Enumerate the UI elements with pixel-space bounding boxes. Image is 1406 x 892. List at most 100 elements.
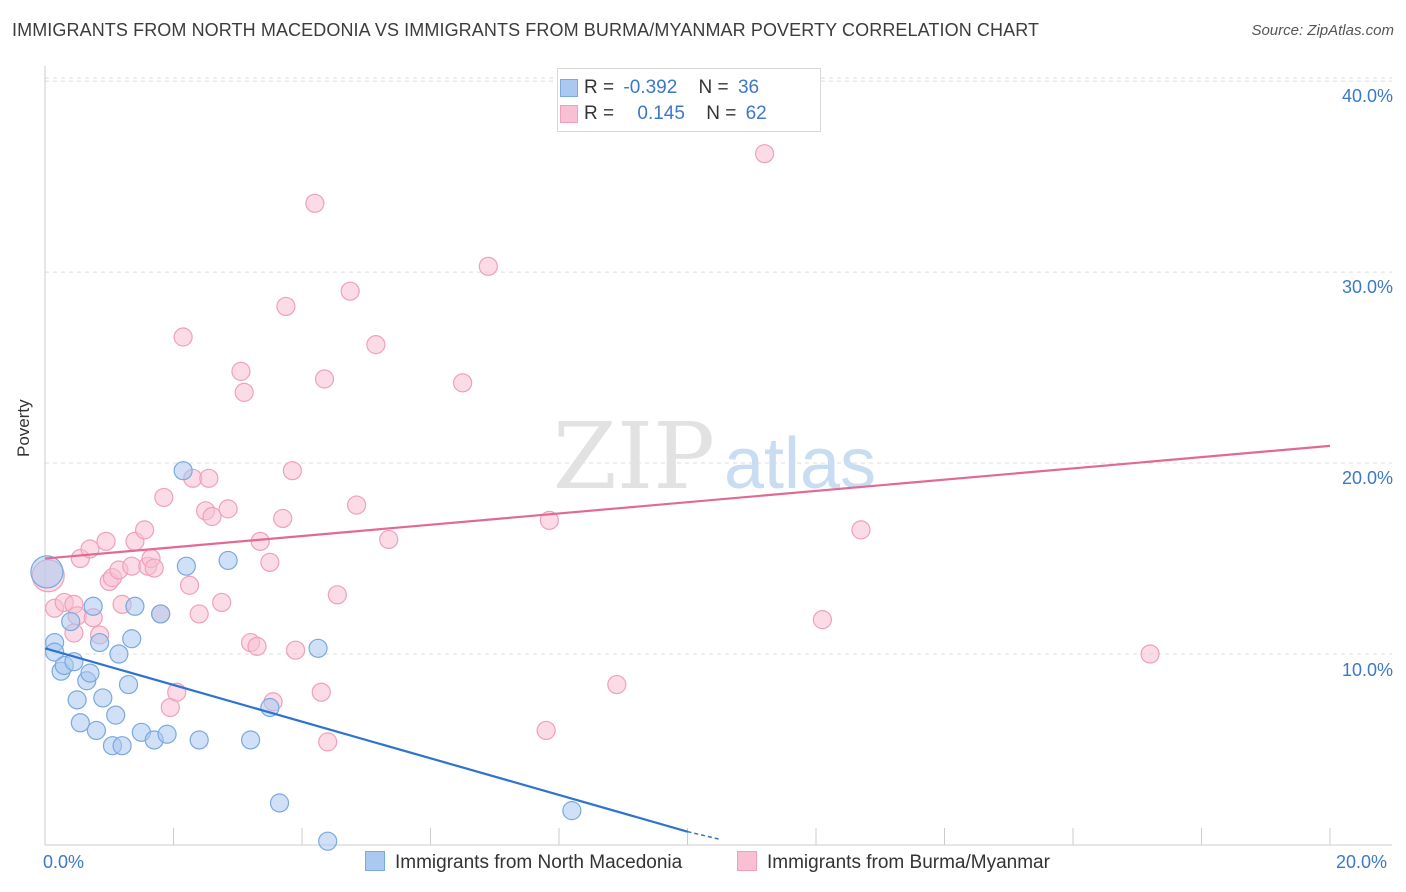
x-tick-label-min: 0.0% <box>43 852 85 872</box>
macedonia-point <box>86 720 107 741</box>
macedonia-point <box>112 736 132 756</box>
burma-point <box>539 510 559 530</box>
y-tick-label-10: 10.0% <box>1341 660 1393 680</box>
macedonia-point <box>562 801 582 821</box>
burma-point <box>1140 644 1160 664</box>
burma-point <box>247 636 267 656</box>
y-tick-label-30: 30.0% <box>1341 277 1393 297</box>
x-tick-label-max: 20.0% <box>1336 852 1388 872</box>
n-label: N = <box>706 103 737 124</box>
macedonia-point <box>61 611 81 632</box>
legend-label-macedonia: Immigrants from North Macedonia <box>395 852 683 873</box>
burma-point <box>250 531 270 551</box>
macedonia-point <box>269 793 290 813</box>
legend-label-burma: Immigrants from Burma/Myanmar <box>767 852 1050 873</box>
macedonia-point <box>70 713 90 733</box>
burma-point <box>282 461 302 481</box>
burma-point <box>154 487 174 508</box>
n-label: N = <box>698 77 729 98</box>
macedonia-point <box>30 555 64 589</box>
burma-point <box>347 495 367 515</box>
legend-item-burma[interactable]: Immigrants from Burma/Myanmar <box>737 851 1050 879</box>
burma-point <box>305 193 325 213</box>
burma-point <box>96 531 116 551</box>
n-value-burma: 62 <box>745 103 767 124</box>
macedonia-point <box>157 724 177 744</box>
trend-line-macedonia-extension <box>687 830 720 841</box>
burma-point <box>478 256 498 276</box>
burma-point <box>453 373 473 393</box>
r-label: R = <box>584 103 615 124</box>
burma-point <box>812 610 833 630</box>
y-tick-label-40: 40.0% <box>1341 86 1393 106</box>
source-credit: Source: ZipAtlas.com <box>1251 22 1394 39</box>
burma-point <box>189 604 209 624</box>
macedonia-point <box>125 596 145 616</box>
trend-line-burma <box>44 444 1331 560</box>
burma-point <box>379 529 399 550</box>
watermark-atlas: atlas <box>724 424 876 504</box>
burma-point <box>202 506 222 527</box>
macedonia-point <box>118 674 139 695</box>
macedonia-point <box>90 632 110 653</box>
burma-point <box>754 144 775 164</box>
y-tick-label-20: 20.0% <box>1341 468 1393 488</box>
macedonia-point <box>241 730 261 750</box>
n-value-macedonia: 36 <box>737 77 760 98</box>
macedonia-point <box>173 461 193 481</box>
burma-point <box>366 335 386 355</box>
stats-row-burma: R = 0.145 N = 62 <box>560 103 767 127</box>
burma-point <box>318 732 338 752</box>
watermark: ZIP atlas <box>553 403 876 510</box>
watermark-zip: ZIP <box>553 403 715 510</box>
burma-point <box>179 575 200 595</box>
stats-box: R = -0.392 N = 36 R = 0.145 N = 62 <box>557 68 821 132</box>
macedonia-point <box>176 556 196 576</box>
stats-row-macedonia: R = -0.392 N = 36 <box>560 77 760 101</box>
chart-title: IMMIGRANTS FROM NORTH MACEDONIA VS IMMIG… <box>12 20 1040 40</box>
burma-point <box>199 468 219 488</box>
burma-point <box>327 585 347 605</box>
trend-lines <box>44 444 1331 841</box>
macedonia-point <box>67 690 87 710</box>
burma-point <box>851 520 871 540</box>
macedonia-point <box>80 663 100 683</box>
r-value-burma: 0.145 <box>637 103 685 124</box>
burma-point <box>122 556 142 576</box>
burma-point <box>134 520 155 540</box>
series-macedonia-points <box>30 461 582 851</box>
burma-point <box>173 327 193 347</box>
macedonia-point <box>218 550 238 571</box>
burma-point <box>231 361 251 381</box>
macedonia-point <box>151 604 171 624</box>
burma-point <box>311 682 331 702</box>
macedonia-point <box>189 730 209 750</box>
macedonia-point <box>109 644 129 664</box>
r-value-macedonia: -0.392 <box>623 77 678 98</box>
burma-point <box>234 382 254 402</box>
burma-point <box>314 369 335 389</box>
macedonia-point <box>83 596 103 616</box>
burma-swatch <box>560 105 578 123</box>
macedonia-point <box>106 705 126 725</box>
burma-point <box>144 558 164 578</box>
burma-point <box>607 674 627 695</box>
macedonia-point <box>122 629 142 649</box>
trend-line-macedonia <box>44 647 688 833</box>
legend-swatch-burma <box>737 851 757 871</box>
axes <box>44 66 1392 846</box>
burma-point <box>285 640 306 660</box>
r-label: R = <box>584 77 615 98</box>
burma-point <box>536 720 556 741</box>
macedonia-point <box>308 638 328 658</box>
burma-point <box>340 281 360 301</box>
burma-point <box>273 508 293 529</box>
y-axis-label: Poverty <box>14 399 33 457</box>
burma-point <box>212 592 232 613</box>
legend-swatch-macedonia <box>365 851 385 871</box>
burma-point <box>218 499 238 519</box>
legend-item-macedonia[interactable]: Immigrants from North Macedonia <box>365 851 682 879</box>
burma-point <box>260 552 280 572</box>
macedonia-swatch <box>560 79 578 97</box>
